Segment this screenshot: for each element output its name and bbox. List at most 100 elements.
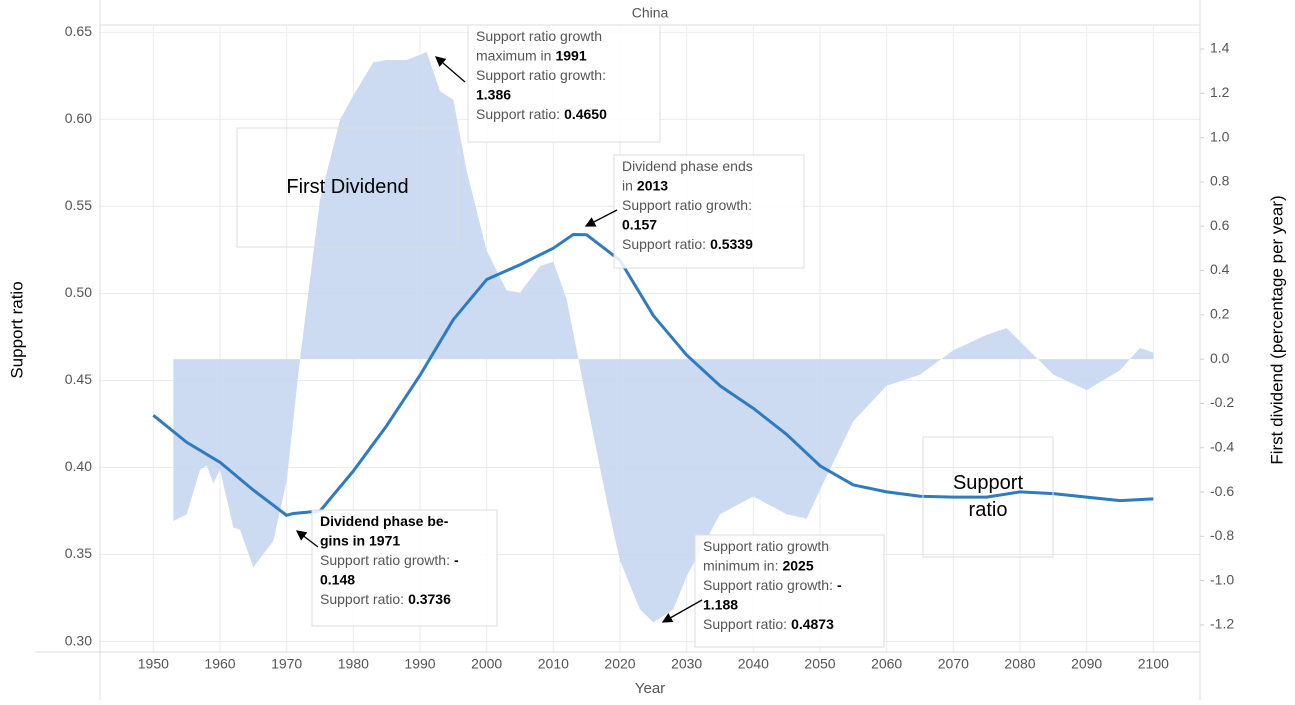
annotation-part: Support ratio: [703, 616, 787, 632]
x-tick-label: 2010 [538, 656, 569, 672]
annotation-box [694, 534, 885, 648]
y2-axis-label: First dividend (percentage per year) [1267, 195, 1286, 464]
annotation-part: 2025 [782, 557, 813, 573]
annotation-text: 0.157 [622, 216, 657, 232]
annotation-part: Support ratio: [476, 106, 560, 122]
annotation-text: in 2013 [622, 177, 668, 193]
series-label: ratio [969, 499, 1008, 521]
annotation-text: Support ratio: 0.3736 [320, 591, 451, 607]
y2-tick-label: 1.2 [1210, 84, 1230, 100]
x-tick-label: 1950 [138, 656, 169, 672]
y2-tick-label: 0.6 [1210, 217, 1230, 233]
annotation-part: 0.4873 [791, 616, 834, 632]
y-tick-label: 0.60 [65, 110, 92, 126]
y-axis-label: Support ratio [7, 281, 26, 378]
y2-tick-label: -0.4 [1210, 438, 1234, 454]
area [173, 52, 1154, 623]
label-box [236, 127, 459, 248]
annotation-text: maximum in 1991 [476, 47, 587, 63]
annotation-part: Dividend phase be- [320, 513, 449, 529]
x-tick-label: 2100 [1138, 656, 1169, 672]
annotation-text: gins in 1971 [320, 532, 400, 548]
y2-tick-label: -0.2 [1210, 394, 1234, 410]
annotation-text: Dividend phase be- [320, 513, 449, 529]
annotation-part: Support ratio: [622, 236, 706, 252]
annotation-part: maximum in [476, 47, 551, 63]
annotation-box [311, 509, 498, 627]
x-tick-label: 2030 [671, 656, 702, 672]
x-tick-label: 2000 [471, 656, 502, 672]
annotation-arrow [584, 209, 618, 227]
annotation-text: Support ratio growth [703, 538, 829, 554]
label-box [922, 436, 1054, 558]
annotation-text: Dividend phase ends [622, 158, 753, 174]
annotation-part: 0.3736 [408, 591, 451, 607]
annotation-part: minimum in: [703, 557, 778, 573]
annotation-text: Support ratio growth: - [320, 552, 459, 568]
annotation-part: - [454, 552, 459, 568]
x-tick-label: 1980 [338, 656, 369, 672]
y2-tick-label: 1.4 [1210, 40, 1230, 56]
annotation-text: 1.188 [703, 596, 738, 612]
annotation-part: 2013 [637, 177, 668, 193]
y-tick-label: 0.30 [65, 632, 92, 648]
y2-tick-label: 0.2 [1210, 306, 1230, 322]
y2-tick-label: 0.0 [1210, 350, 1230, 366]
x-tick-label: 2050 [804, 656, 835, 672]
annotation-box [613, 154, 805, 269]
annotation-part: Support ratio growth: [622, 197, 752, 213]
annotation-text: Support ratio growth: [622, 197, 752, 213]
annotation-part: Support ratio: [320, 591, 404, 607]
x-tick-label: 2020 [604, 656, 635, 672]
annotation-part: 1991 [555, 47, 586, 63]
y2-tick-label: 0.8 [1210, 173, 1230, 189]
annotation-part: Support ratio growth [703, 538, 829, 554]
annotation-part: 1.188 [703, 596, 738, 612]
annotation-text: Support ratio growth: - [703, 577, 842, 593]
annotation-part: 0.157 [622, 216, 657, 232]
x-tick-label: 2080 [1004, 656, 1035, 672]
y-tick-label: 0.55 [65, 197, 92, 213]
annotation-text: Support ratio: 0.4873 [703, 616, 834, 632]
y2-tick-label: -0.6 [1210, 483, 1234, 499]
x-tick-label: 1970 [271, 656, 302, 672]
annotation-part: Support ratio growth [476, 28, 602, 44]
annotation-text: minimum in: 2025 [703, 557, 814, 573]
x-tick-label: 2060 [871, 656, 902, 672]
y2-tick-label: 1.0 [1210, 128, 1230, 144]
annotation-arrow [661, 599, 703, 623]
annotation-part: Dividend phase ends [622, 158, 753, 174]
annotation-text: 1.386 [476, 86, 511, 102]
y-tick-label: 0.45 [65, 371, 92, 387]
y2-tick-label: -1.0 [1210, 571, 1234, 587]
annotation-text: 0.148 [320, 571, 355, 587]
y-tick-label: 0.40 [65, 458, 92, 474]
x-tick-label: 2070 [938, 656, 969, 672]
annotation-part: gins in 1971 [320, 532, 400, 548]
y2-tick-label: 0.4 [1210, 261, 1230, 277]
x-tick-label: 1960 [204, 656, 235, 672]
annotation-part: Support ratio growth: [320, 552, 450, 568]
x-tick-label: 1990 [404, 656, 435, 672]
annotation-part: Support ratio growth: [703, 577, 833, 593]
x-axis-label: Year [635, 680, 665, 697]
annotation-part: 1.386 [476, 86, 511, 102]
annotation-text: Support ratio growth: [476, 67, 606, 83]
series-label: First Dividend [286, 176, 408, 198]
annotation-text: Support ratio: 0.4650 [476, 106, 607, 122]
x-tick-label: 2090 [1071, 656, 1102, 672]
annotation-part: 0.4650 [564, 106, 607, 122]
annotation-arrow [435, 56, 466, 83]
y-tick-label: 0.65 [65, 23, 92, 39]
annotation-part: - [837, 577, 842, 593]
y2-tick-label: -0.8 [1210, 527, 1234, 543]
chart-title: China [632, 5, 669, 21]
y2-tick-label: -1.2 [1210, 616, 1234, 632]
annotation-text: Support ratio growth [476, 28, 602, 44]
annotation-text: Support ratio: 0.5339 [622, 236, 753, 252]
annotation-part: 0.148 [320, 571, 355, 587]
annotation-part: in [622, 177, 633, 193]
annotation-part: Support ratio growth: [476, 67, 606, 83]
y-tick-label: 0.35 [65, 545, 92, 561]
